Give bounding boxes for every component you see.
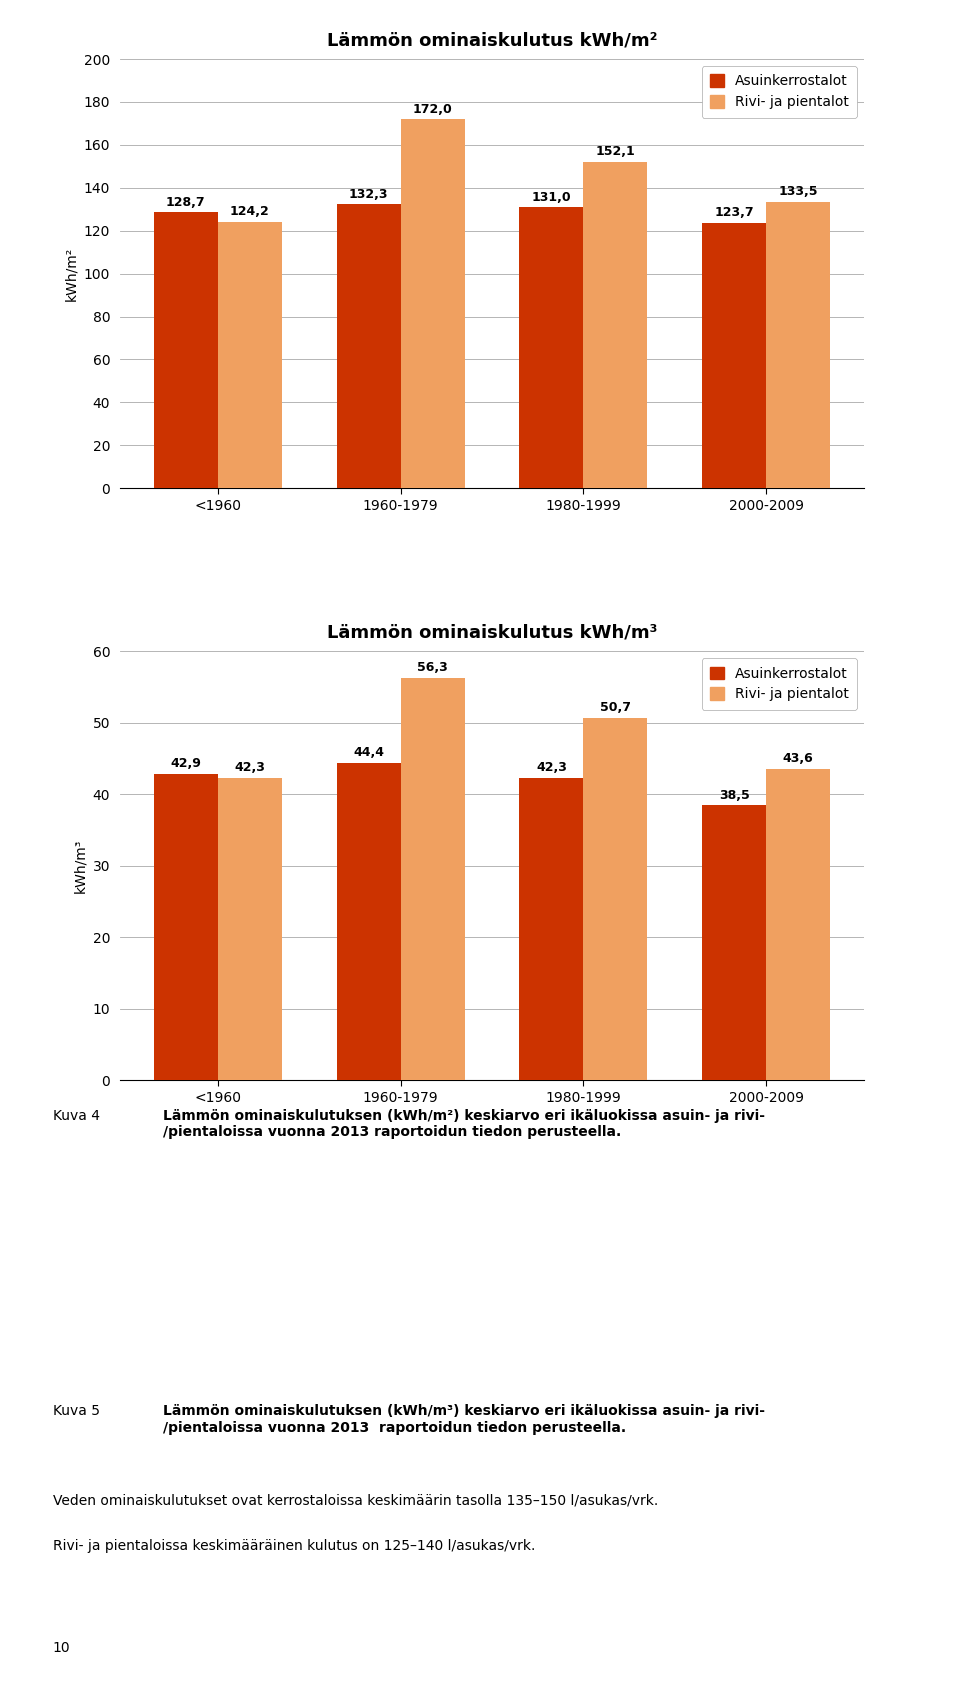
Text: 123,7: 123,7	[714, 206, 754, 219]
Text: 124,2: 124,2	[229, 206, 270, 218]
Bar	[154, 773, 218, 1080]
Legend: Asuinkerrostalot, Rivi- ja pientalot: Asuinkerrostalot, Rivi- ja pientalot	[702, 658, 857, 709]
Text: 132,3: 132,3	[348, 187, 389, 201]
Text: 42,9: 42,9	[170, 758, 202, 770]
Bar	[400, 120, 465, 488]
Legend: Asuinkerrostalot, Rivi- ja pientalot: Asuinkerrostalot, Rivi- ja pientalot	[702, 66, 857, 118]
Text: 128,7: 128,7	[166, 196, 205, 209]
Y-axis label: kWh/m²: kWh/m²	[64, 246, 78, 300]
Bar	[702, 805, 766, 1080]
Text: 50,7: 50,7	[600, 701, 631, 714]
Text: Kuva 5: Kuva 5	[53, 1404, 100, 1418]
Text: 56,3: 56,3	[418, 662, 448, 674]
Bar	[584, 162, 647, 488]
Bar	[766, 203, 830, 488]
Text: 152,1: 152,1	[595, 145, 636, 159]
Text: Kuva 4: Kuva 4	[53, 1109, 100, 1123]
Title: Lämmön ominaiskulutus kWh/m²: Lämmön ominaiskulutus kWh/m²	[326, 30, 658, 49]
Bar	[218, 221, 282, 488]
Bar	[766, 768, 830, 1080]
Text: Lämmön ominaiskulutuksen (kWh/m²) keskiarvo eri ikäluokissa asuin- ja rivi-
/pie: Lämmön ominaiskulutuksen (kWh/m²) keskia…	[163, 1109, 765, 1139]
Bar	[519, 208, 584, 488]
Text: Rivi- ja pientaloissa keskimääräinen kulutus on 125–140 l/asukas/vrk.: Rivi- ja pientaloissa keskimääräinen kul…	[53, 1539, 535, 1553]
Text: Lämmön ominaiskulutuksen (kWh/m³) keskiarvo eri ikäluokissa asuin- ja rivi-
/pie: Lämmön ominaiskulutuksen (kWh/m³) keskia…	[163, 1404, 765, 1435]
Bar	[337, 763, 400, 1080]
Title: Lämmön ominaiskulutus kWh/m³: Lämmön ominaiskulutus kWh/m³	[326, 623, 658, 641]
Text: 43,6: 43,6	[782, 753, 813, 765]
Text: 10: 10	[53, 1641, 70, 1654]
Bar	[702, 223, 766, 488]
Text: 42,3: 42,3	[536, 761, 566, 775]
Bar	[584, 717, 647, 1080]
Y-axis label: kWh/m³: kWh/m³	[73, 839, 87, 893]
Text: 131,0: 131,0	[532, 191, 571, 204]
Text: 133,5: 133,5	[779, 186, 818, 197]
Text: 38,5: 38,5	[719, 788, 750, 802]
Text: Veden ominaiskulutukset ovat kerrostaloissa keskimäärin tasolla 135–150 l/asukas: Veden ominaiskulutukset ovat kerrostaloi…	[53, 1494, 658, 1507]
Bar	[519, 778, 584, 1080]
Bar	[218, 778, 282, 1080]
Bar	[337, 204, 400, 488]
Text: 42,3: 42,3	[234, 761, 265, 775]
Text: 44,4: 44,4	[353, 746, 384, 760]
Text: 172,0: 172,0	[413, 103, 452, 116]
Bar	[154, 213, 218, 488]
Bar	[400, 677, 465, 1080]
